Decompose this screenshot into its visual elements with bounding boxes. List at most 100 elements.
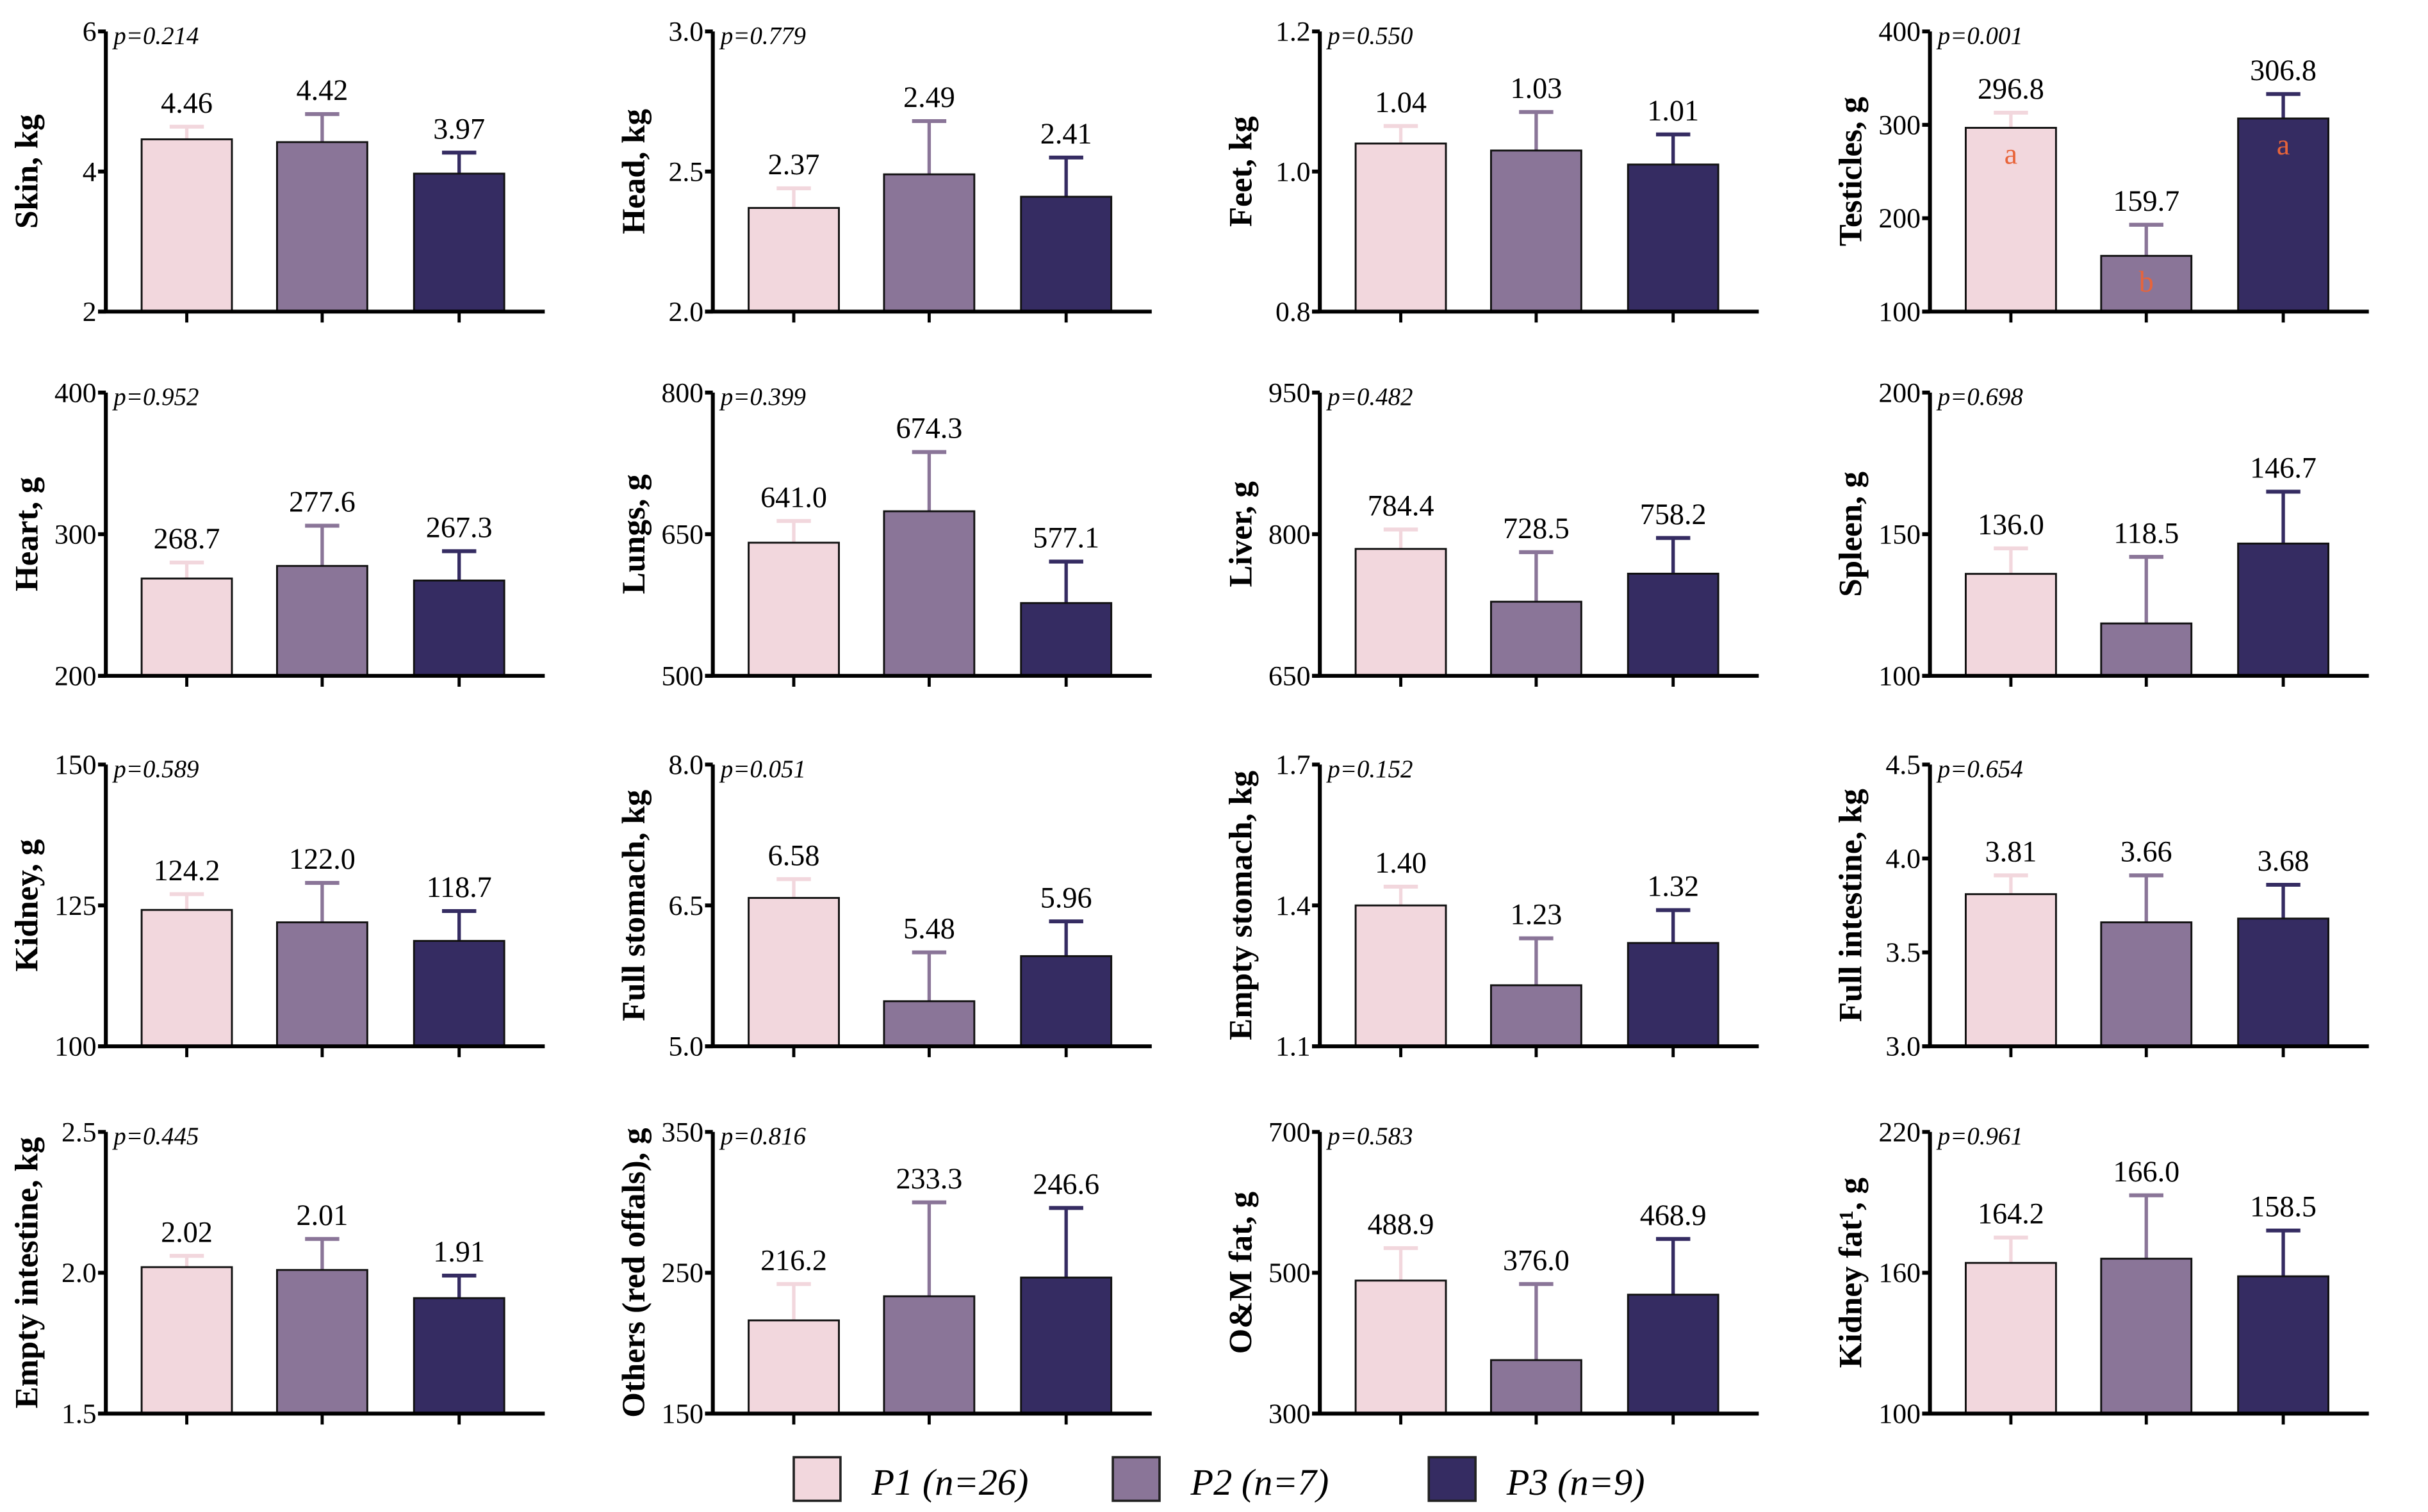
chart-panel: 296.8 a 159.7 b 306.8 a 100 200 300 400 p=0.001 Tes… <box>1833 17 2369 327</box>
y-tick-label: 100 <box>54 1031 97 1062</box>
p-value: p=0.961 <box>1936 1122 2023 1150</box>
y-tick-label: 800 <box>662 377 704 408</box>
y-tick-label: 350 <box>662 1117 704 1147</box>
bar <box>1020 195 1113 313</box>
legend: P1 (n=26) P2 (n=7) P3 (n=9) <box>792 1456 1645 1503</box>
value-label: 3.81 <box>1985 835 2037 867</box>
bar <box>275 564 368 677</box>
y-tick-label: 6 <box>83 17 97 47</box>
value-label: 216.2 <box>760 1244 827 1276</box>
y-tick-label: 3.0 <box>1885 1031 1921 1062</box>
y-tick-label: 300 <box>54 519 97 550</box>
y-tick-label: 200 <box>1878 377 1921 408</box>
bar <box>748 541 840 677</box>
value-label: 267.3 <box>426 511 493 543</box>
y-tick-label: 125 <box>54 891 97 921</box>
bar <box>413 579 505 677</box>
y-axis-label: Others (red offals), g <box>616 1128 652 1417</box>
y-tick-label: 100 <box>1878 661 1921 691</box>
value-label: 1.23 <box>1511 898 1563 931</box>
p-value: p=0.698 <box>1936 383 2023 411</box>
value-label: 246.6 <box>1033 1168 1099 1201</box>
y-axis-label: Head, kg <box>616 109 652 234</box>
y-tick-label: 400 <box>54 377 97 408</box>
bar <box>140 138 233 313</box>
bar <box>2237 542 2329 677</box>
value-label: 488.9 <box>1368 1208 1434 1240</box>
y-tick-label: 800 <box>1268 519 1311 550</box>
value-label: 674.3 <box>896 412 962 445</box>
chart-panel: 6.58 5.48 5.96 5.0 6.5 8.0 p=0.051 Full stomach… <box>616 750 1152 1062</box>
value-label: 136.0 <box>1978 508 2044 541</box>
bar <box>883 173 976 313</box>
y-axis-label: Heart, g <box>9 477 45 591</box>
value-label: 758.2 <box>1640 498 1707 530</box>
bar <box>1354 904 1447 1048</box>
y-tick-label: 200 <box>54 661 97 691</box>
legend-label: P2 (n=7) <box>1190 1461 1329 1503</box>
value-label: 122.0 <box>289 842 356 875</box>
bar <box>1964 893 2057 1048</box>
y-axis-label: Skin, kg <box>9 114 45 229</box>
bar <box>2100 1258 2193 1415</box>
value-label: 468.9 <box>1640 1199 1707 1231</box>
p-value: p=0.952 <box>111 383 199 411</box>
bar <box>1354 142 1447 313</box>
y-tick-label: 100 <box>1878 1399 1921 1429</box>
chart-panel: 1.04 1.03 1.01 0.8 1.0 1.2 p=0.550 Feet, kg <box>1223 17 1759 327</box>
bar <box>1020 602 1113 677</box>
y-tick-label: 4.5 <box>1885 750 1921 780</box>
p-value: p=0.051 <box>719 755 806 783</box>
y-tick-label: 0.8 <box>1276 297 1311 327</box>
p-value: p=0.445 <box>111 1122 199 1150</box>
chart-panel: 268.7 277.6 267.3 200 300 400 p=0.952 Heart, g <box>9 377 545 691</box>
p-value: p=0.152 <box>1325 755 1413 783</box>
y-tick-label: 220 <box>1878 1117 1921 1147</box>
p-value: p=0.779 <box>719 22 806 50</box>
value-label: 5.96 <box>1040 881 1092 914</box>
bar <box>883 510 976 677</box>
bar <box>748 207 840 313</box>
chart-panel: 124.2 122.0 118.7 100 125 150 p=0.589 Kidney, g <box>9 750 545 1062</box>
y-axis-label: Liver, g <box>1223 481 1259 587</box>
y-axis-label: Testicles, g <box>1833 97 1869 246</box>
y-tick-label: 3.0 <box>668 17 703 47</box>
y-tick-label: 1.5 <box>62 1399 97 1429</box>
y-tick-label: 4.0 <box>1885 844 1921 875</box>
bar <box>1020 955 1113 1048</box>
y-tick-label: 1.7 <box>1276 750 1311 780</box>
bar <box>1354 1279 1447 1415</box>
y-tick-label: 100 <box>1878 297 1921 327</box>
p-value: p=0.654 <box>1936 755 2023 783</box>
bar <box>883 1295 976 1415</box>
y-axis-label: Spleen, g <box>1833 472 1869 597</box>
significance-letter: a <box>2005 137 2018 170</box>
bar <box>413 172 505 313</box>
p-value: p=0.583 <box>1325 1122 1413 1150</box>
bar <box>1489 600 1582 677</box>
value-label: 2.37 <box>768 148 820 181</box>
legend-label: P3 (n=9) <box>1506 1461 1645 1503</box>
bar <box>2237 1275 2329 1415</box>
bar <box>1354 548 1447 677</box>
bar <box>2237 117 2329 313</box>
value-label: 3.66 <box>2120 835 2172 867</box>
y-tick-label: 8.0 <box>668 750 703 780</box>
bar <box>1489 1359 1582 1415</box>
chart-panel: 784.4 728.5 758.2 650 800 950 p=0.482 Liver, g <box>1223 377 1759 691</box>
value-label: 146.7 <box>2250 452 2317 484</box>
p-value: p=0.589 <box>111 755 199 783</box>
legend-item: P2 (n=7) <box>1111 1456 1329 1503</box>
value-label: 2.41 <box>1040 117 1092 150</box>
y-axis-label: Feet, kg <box>1223 116 1259 227</box>
p-value: p=0.482 <box>1325 383 1413 411</box>
y-tick-label: 2.5 <box>62 1117 97 1147</box>
bar <box>1627 1294 1719 1415</box>
y-tick-label: 4 <box>83 156 97 187</box>
y-tick-label: 2 <box>83 297 97 327</box>
y-tick-label: 150 <box>54 750 97 780</box>
chart-panel: 4.46 4.42 3.97 2 4 6 p=0.214 Skin, kg <box>9 17 545 327</box>
bar <box>140 577 233 677</box>
value-label: 277.6 <box>289 486 356 518</box>
value-label: 1.03 <box>1511 72 1563 104</box>
